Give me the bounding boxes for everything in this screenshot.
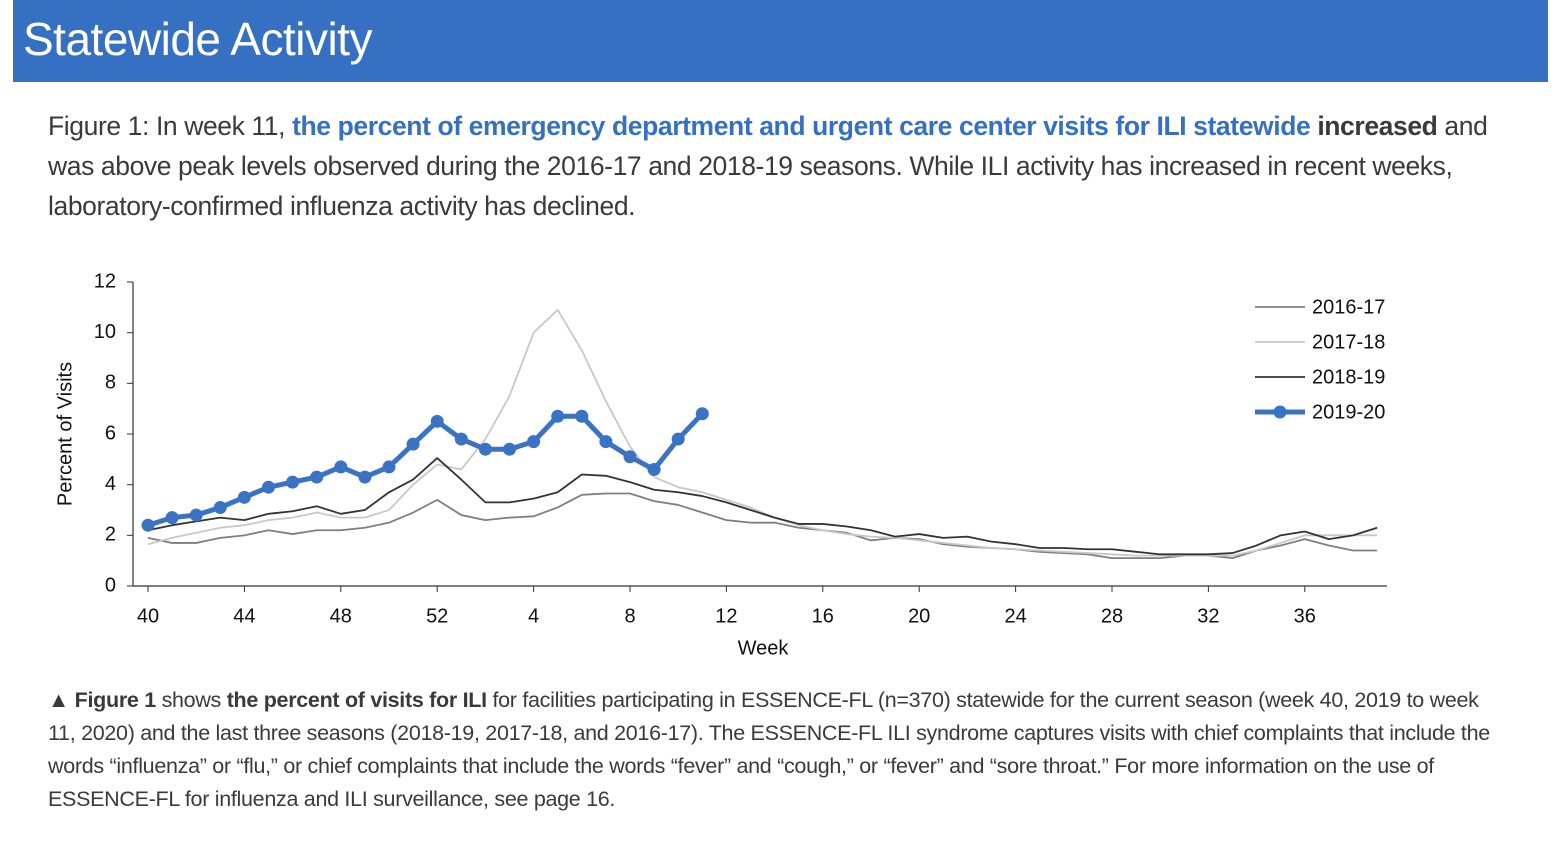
y-tick-label: 0: [105, 574, 116, 596]
series-marker: [406, 437, 420, 451]
series-marker: [478, 442, 492, 456]
series-marker: [695, 407, 709, 421]
y-tick-label: 8: [105, 372, 116, 394]
x-tick-label: 24: [1004, 605, 1026, 627]
series-marker: [213, 500, 227, 514]
series-marker: [262, 480, 275, 494]
y-tick-label: 2: [105, 524, 116, 546]
legend-label: 2016-17: [1312, 296, 1385, 318]
legend-label: 2017-18: [1312, 331, 1385, 353]
x-tick-label: 8: [624, 605, 635, 627]
x-tick-label: 12: [715, 605, 737, 627]
series-line: [147, 308, 1378, 557]
series-marker: [358, 470, 372, 484]
y-tick-label: 4: [105, 473, 116, 495]
series-marker: [237, 490, 251, 504]
series-line: [147, 457, 1378, 556]
legend-marker: [1273, 405, 1287, 419]
caption: ▲ Figure 1 shows the percent of visits f…: [48, 684, 1498, 816]
x-tick-label: 32: [1197, 605, 1219, 627]
series-marker: [503, 442, 516, 456]
header-bar: Statewide Activity: [13, 0, 1548, 82]
x-tick-label: 28: [1101, 605, 1123, 627]
y-axis-label: Percent of Visits: [54, 362, 76, 506]
text-run: and was above peak levels observed durin…: [48, 111, 1488, 221]
series-marker: [527, 435, 541, 449]
series-marker: [551, 409, 565, 423]
series-marker: [671, 432, 685, 446]
x-tick-label: 40: [137, 605, 159, 627]
series-marker: [430, 414, 444, 428]
text-run: the percent of emergency department and …: [292, 111, 1311, 141]
series-marker: [575, 409, 589, 423]
series-marker: [454, 432, 468, 446]
text-run: increased: [1317, 111, 1438, 141]
series-marker: [141, 518, 155, 532]
text-run: shows: [155, 688, 227, 712]
text-run: ▲ Figure 1: [48, 688, 156, 712]
x-tick-label: 4: [528, 605, 539, 627]
series-marker: [310, 470, 324, 484]
x-tick-label: 16: [812, 605, 834, 627]
series-marker: [286, 475, 300, 489]
x-axis-label: Week: [738, 637, 790, 659]
text-run: the percent of visits for ILI: [226, 688, 487, 712]
series-marker: [623, 450, 637, 464]
x-tick-label: 52: [426, 605, 448, 627]
x-tick-label: 48: [330, 605, 352, 627]
legend-label: 2018-19: [1312, 366, 1385, 388]
series-marker: [189, 508, 203, 522]
y-tick-label: 10: [94, 321, 116, 343]
x-tick-label: 20: [908, 605, 930, 627]
legend-label: 2019-20: [1312, 401, 1385, 423]
series-marker: [165, 511, 179, 525]
figure-text: Figure 1: In week 11, the percent of eme…: [48, 106, 1488, 226]
series-marker: [647, 462, 661, 476]
series-marker: [599, 435, 613, 449]
x-tick-label: 44: [233, 605, 255, 627]
series-marker: [382, 460, 396, 474]
x-tick-label: 36: [1294, 605, 1316, 627]
series-marker: [334, 460, 348, 474]
y-tick-label: 12: [94, 270, 116, 292]
series-line: [147, 492, 1378, 560]
text-run: for facilities participating in ESSENCE-…: [48, 688, 1490, 811]
text-run: Figure 1: In week 11,: [48, 111, 293, 141]
header-title: Statewide Activity: [23, 13, 372, 65]
y-tick-label: 6: [105, 422, 116, 444]
